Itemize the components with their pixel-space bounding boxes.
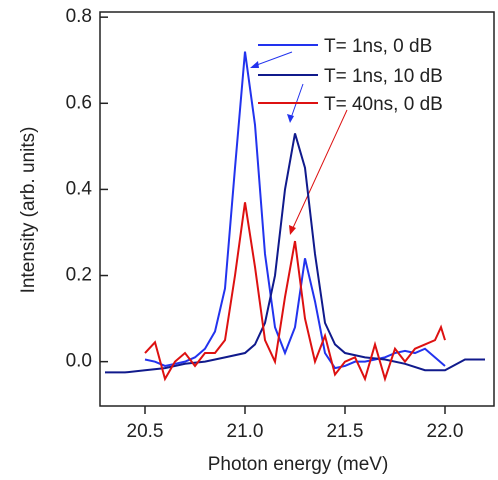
arrow-head <box>289 225 296 235</box>
legend-label: T= 40ns, 0 dB <box>324 94 443 115</box>
y-tick-label: 0.0 <box>66 351 92 372</box>
x-tick-label: 21.5 <box>327 421 364 442</box>
y-tick-label: 0.8 <box>66 6 92 27</box>
arrow-head <box>250 61 259 68</box>
y-axis-label: Intensity (arb. units) <box>18 127 39 294</box>
arrow-head <box>287 114 294 123</box>
y-tick-label: 0.6 <box>66 92 92 113</box>
x-axis-label: Photon energy (meV) <box>208 454 389 475</box>
x-tick-label: 22.0 <box>427 421 464 442</box>
y-tick-label: 0.2 <box>66 265 92 286</box>
arrow <box>290 83 304 119</box>
series-line <box>105 133 485 374</box>
arrow <box>291 109 348 231</box>
legend-label: T= 1ns, 10 dB <box>324 66 443 87</box>
x-tick-label: 21.0 <box>227 421 264 442</box>
series-line <box>144 202 446 383</box>
x-tick-label: 20.5 <box>127 421 164 442</box>
y-tick-label: 0.4 <box>66 178 93 199</box>
plot-frame <box>99 11 495 407</box>
series-line <box>144 51 446 370</box>
arrow <box>253 51 293 67</box>
legend-arrows <box>250 51 348 235</box>
legend-label: T= 1ns, 0 dB <box>324 36 432 57</box>
